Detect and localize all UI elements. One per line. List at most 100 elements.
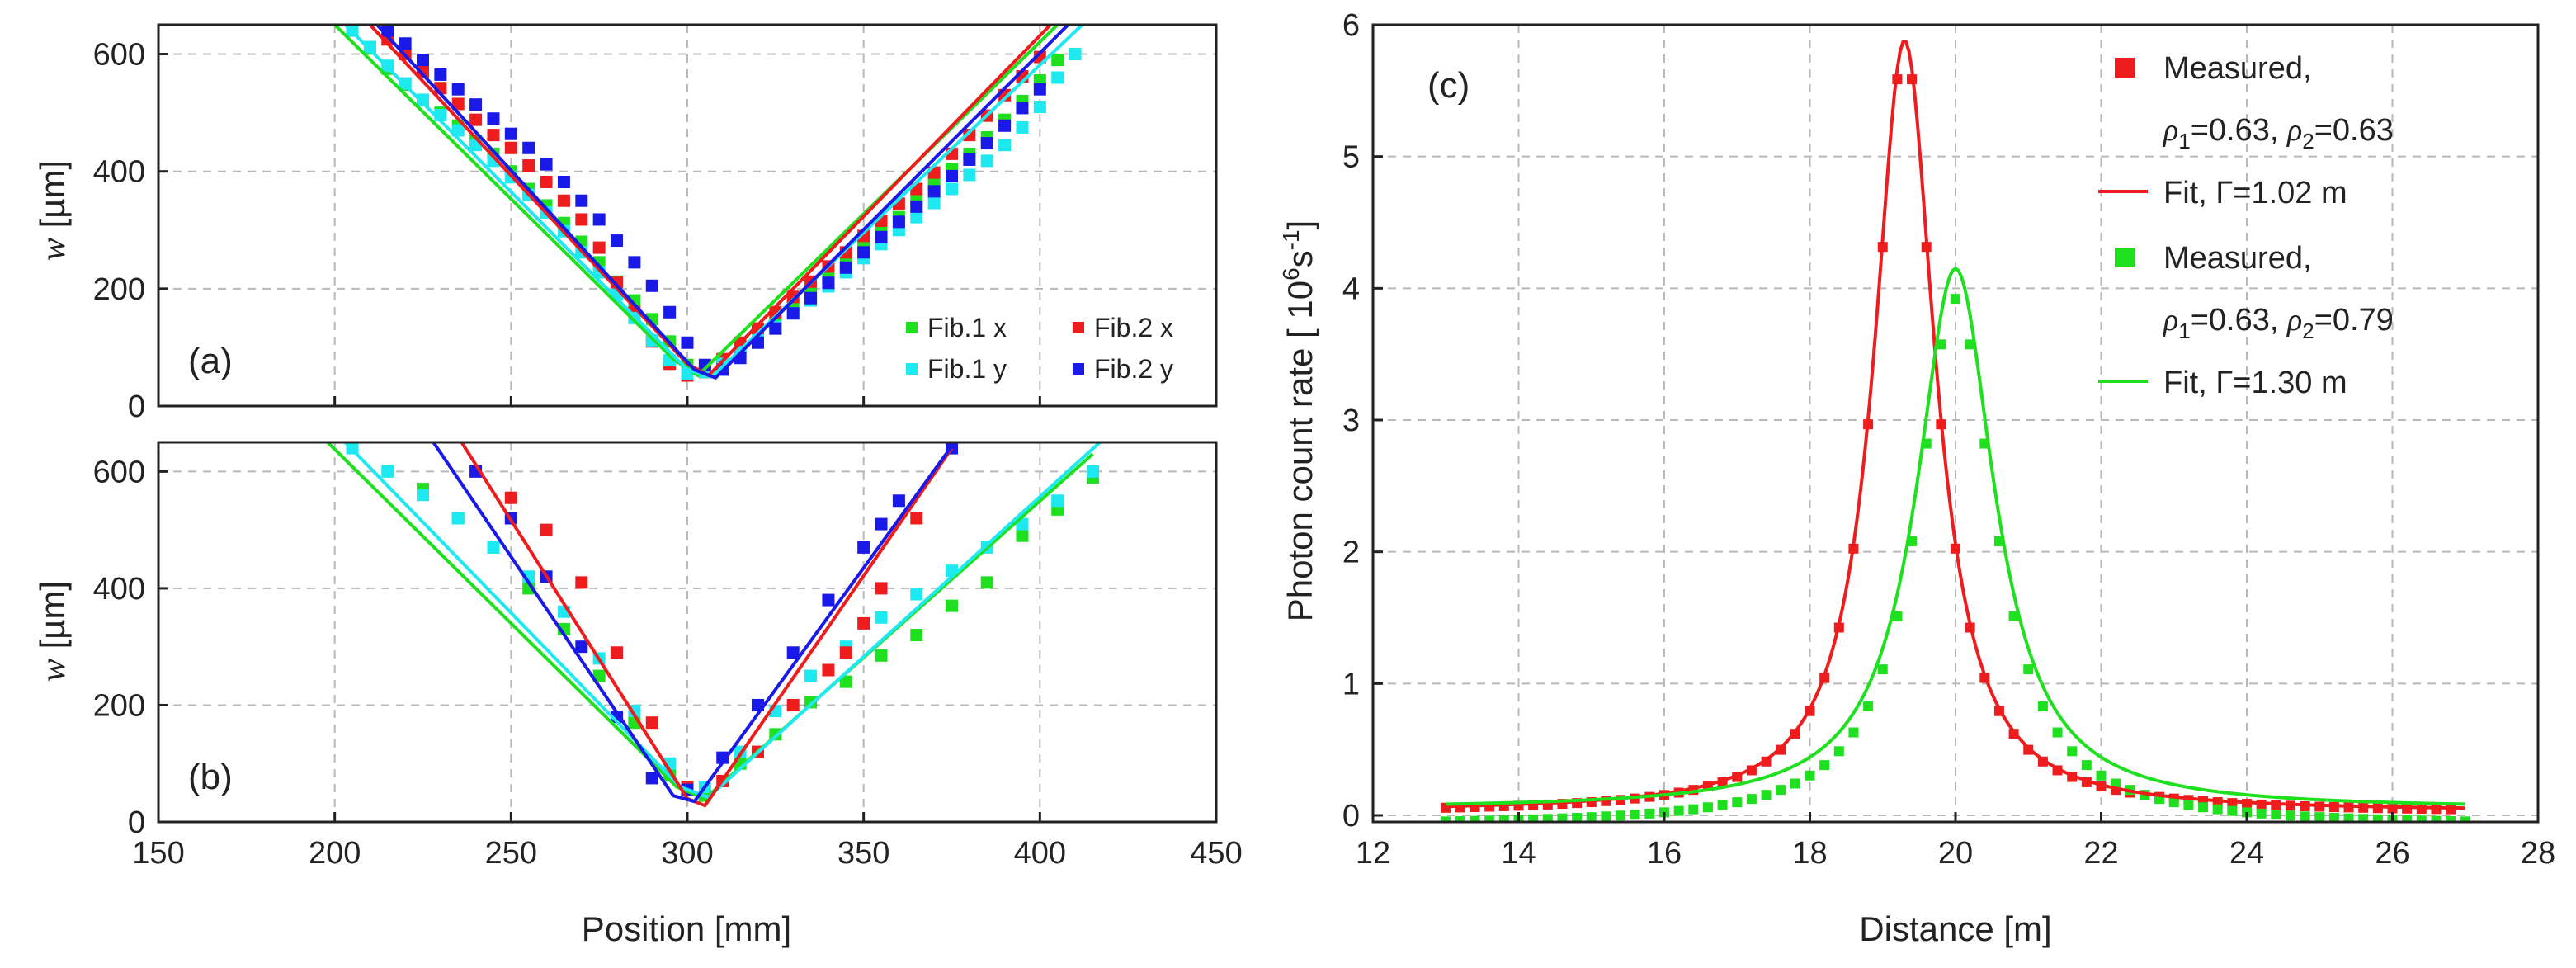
panel-a-x-axis <box>157 396 1218 406</box>
panel-a-y-label: w [µm] <box>33 160 73 261</box>
data-point-measured-1-0-63-2-0-79 <box>1470 815 1480 822</box>
data-point-fib-2-y <box>804 291 818 305</box>
y-tick-label: 4 <box>1342 272 1360 306</box>
data-point-measured-1-0-63-2-0-79 <box>1688 804 1699 815</box>
data-point-measured-1-0-63-2-0-79 <box>1441 816 1451 822</box>
data-point-fib-1-y <box>1016 120 1029 134</box>
fit-line-fib-1-y-fit <box>344 442 1102 800</box>
data-point-fib-2-x <box>575 576 588 589</box>
data-point-fib-2-y <box>592 213 606 226</box>
data-point-fib-2-y <box>575 194 588 207</box>
data-point-measured-1-0-63-2-0-79 <box>1892 611 1903 621</box>
data-point-fib-2-y <box>399 37 412 50</box>
panel-c-y-label: Photon count rate [ 106s-1] <box>1278 220 1319 621</box>
data-point-measured-1-0-63-2-0-79 <box>1644 808 1655 819</box>
legend-a-label-fib1y: Fib.1 y <box>927 354 1007 384</box>
y-tick-label: 6 <box>1342 8 1360 43</box>
data-point-measured-1-0-63-2-0-79 <box>2402 815 2413 822</box>
data-point-measured-1-0-63-2-0-79 <box>1790 778 1800 789</box>
data-point-measured-1-0-63-2-0-79 <box>2314 812 2325 822</box>
panel-b-series <box>326 442 1102 808</box>
data-point-fib-2-x <box>417 65 429 78</box>
legend-c-text-red-rho: ρ1=0.63, ρ2=0.63 <box>2163 113 2394 153</box>
data-point-measured-1-0-63-2-0-79 <box>2067 746 2078 757</box>
legend-c-text-green-measured: Measured, <box>2163 241 2312 276</box>
data-point-fib-2-x <box>645 716 658 730</box>
data-point-fib-2-y <box>963 153 976 166</box>
data-point-fib-1-y <box>381 465 394 478</box>
data-point-fib-2-x <box>611 646 624 659</box>
fit-line-fib-2-y-fit <box>375 25 1069 380</box>
data-point-fib-1-x <box>875 649 888 662</box>
x-tick-label: 250 <box>485 836 537 871</box>
data-point-fib-2-y <box>645 279 658 292</box>
data-point-fib-1-y <box>363 40 376 54</box>
data-point-measured-1-0-63-2-0-79 <box>2168 797 2179 808</box>
panel-c-y-axis: 0 1 2 3 4 5 6 <box>1342 8 1383 833</box>
legend-a-marker-fib2x <box>1073 322 1084 333</box>
data-point-fib-2-y <box>434 68 447 81</box>
data-point-fib-2-y <box>857 541 870 554</box>
data-point-measured-1-0-63-2-0-79 <box>1863 701 1874 711</box>
y-tick-label: 200 <box>93 688 145 723</box>
panel-a: 0 200 400 600 (a) w [µm] Fib.1 x Fib.2 x Fi… <box>33 23 1218 424</box>
data-point-measured-1-0-63-2-0-79 <box>2081 760 2092 771</box>
x-tick-label: 200 <box>309 836 361 871</box>
y-tick-label: 2 <box>1342 536 1360 570</box>
y-tick-label: 1 <box>1342 667 1360 701</box>
panel-c-x-label: Distance [m] <box>1859 909 2051 948</box>
data-point-fib-2-y <box>540 158 553 171</box>
panel-a-y-axis: 0 200 400 600 <box>93 38 168 424</box>
legend-c-text-red-measured: Measured, <box>2163 51 2312 86</box>
data-point-fib-1-y <box>946 182 958 196</box>
data-point-fib-2-y <box>910 200 923 213</box>
legend-a-marker-fib1y <box>906 363 918 375</box>
data-point-fib-2-x <box>451 97 465 111</box>
data-point-measured-1-0-63-2-0-79 <box>1673 805 1684 816</box>
data-point-fib-1-y <box>1086 465 1099 478</box>
data-point-measured-1-0-63-2-0-79 <box>1717 800 1728 810</box>
data-point-measured-1-0-63-2-0-79 <box>1455 816 1465 822</box>
data-point-fib-2-y <box>786 307 800 320</box>
data-point-fib-2-x <box>839 646 852 659</box>
data-point-fib-2-x <box>504 491 517 504</box>
data-point-fib-1-x <box>1051 54 1064 67</box>
data-point-fib-1-x <box>910 629 923 642</box>
data-point-measured-1-0-63-2-0-79 <box>1616 810 1626 821</box>
y-tick-label: 400 <box>93 572 145 607</box>
x-tick-label: 150 <box>132 836 184 871</box>
data-point-fib-1-x <box>1016 529 1029 542</box>
panel-a-plot-area <box>333 25 1083 382</box>
fit-line-fib-2-x-fit <box>460 442 954 808</box>
data-point-measured-1-0-63-2-0-79 <box>1805 770 1815 781</box>
data-point-fib-2-y <box>417 54 429 67</box>
data-point-fib-1-x <box>592 669 606 682</box>
data-point-fib-2-x <box>522 159 535 172</box>
x-tick-label: 18 <box>1792 836 1827 871</box>
panel-a-series <box>333 25 1083 382</box>
legend-a-marker-fib2y <box>1073 363 1084 375</box>
x-tick-label: 14 <box>1501 836 1536 871</box>
legend-a-label-fib2x: Fib.2 x <box>1094 313 1173 342</box>
data-point-fib-1-x <box>980 576 993 589</box>
y-tick-label: 0 <box>128 390 145 424</box>
legend-a-marker-fib1x <box>906 322 918 333</box>
data-point-fib-2-x <box>592 241 606 254</box>
y-tick-label: 400 <box>93 155 145 190</box>
data-point-measured-1-0-63-2-0-79 <box>2460 816 2470 822</box>
data-point-fib-2-y <box>487 112 500 125</box>
data-point-fib-2-x <box>963 129 976 142</box>
data-point-fib-2-x <box>557 194 570 207</box>
data-point-measured-1-0-63-2-0-79 <box>1746 794 1757 805</box>
data-point-fib-1-y <box>1051 494 1064 508</box>
panel-a-legend: Fib.1 x Fib.2 x Fib.1 y Fib.2 y <box>906 313 1173 384</box>
data-point-fib-1-y <box>910 210 923 224</box>
data-point-measured-1-0-63-2-0-79 <box>2008 611 2019 621</box>
data-point-measured-1-0-63-2-0-79 <box>1819 760 1830 771</box>
data-point-measured-1-0-63-2-0-79 <box>2358 814 2369 822</box>
data-point-fib-2-y <box>875 230 888 243</box>
x-tick-label: 450 <box>1190 836 1242 871</box>
data-point-measured-1-0-63-2-0-79 <box>2227 805 2238 816</box>
y-tick-label: 0 <box>128 805 145 840</box>
